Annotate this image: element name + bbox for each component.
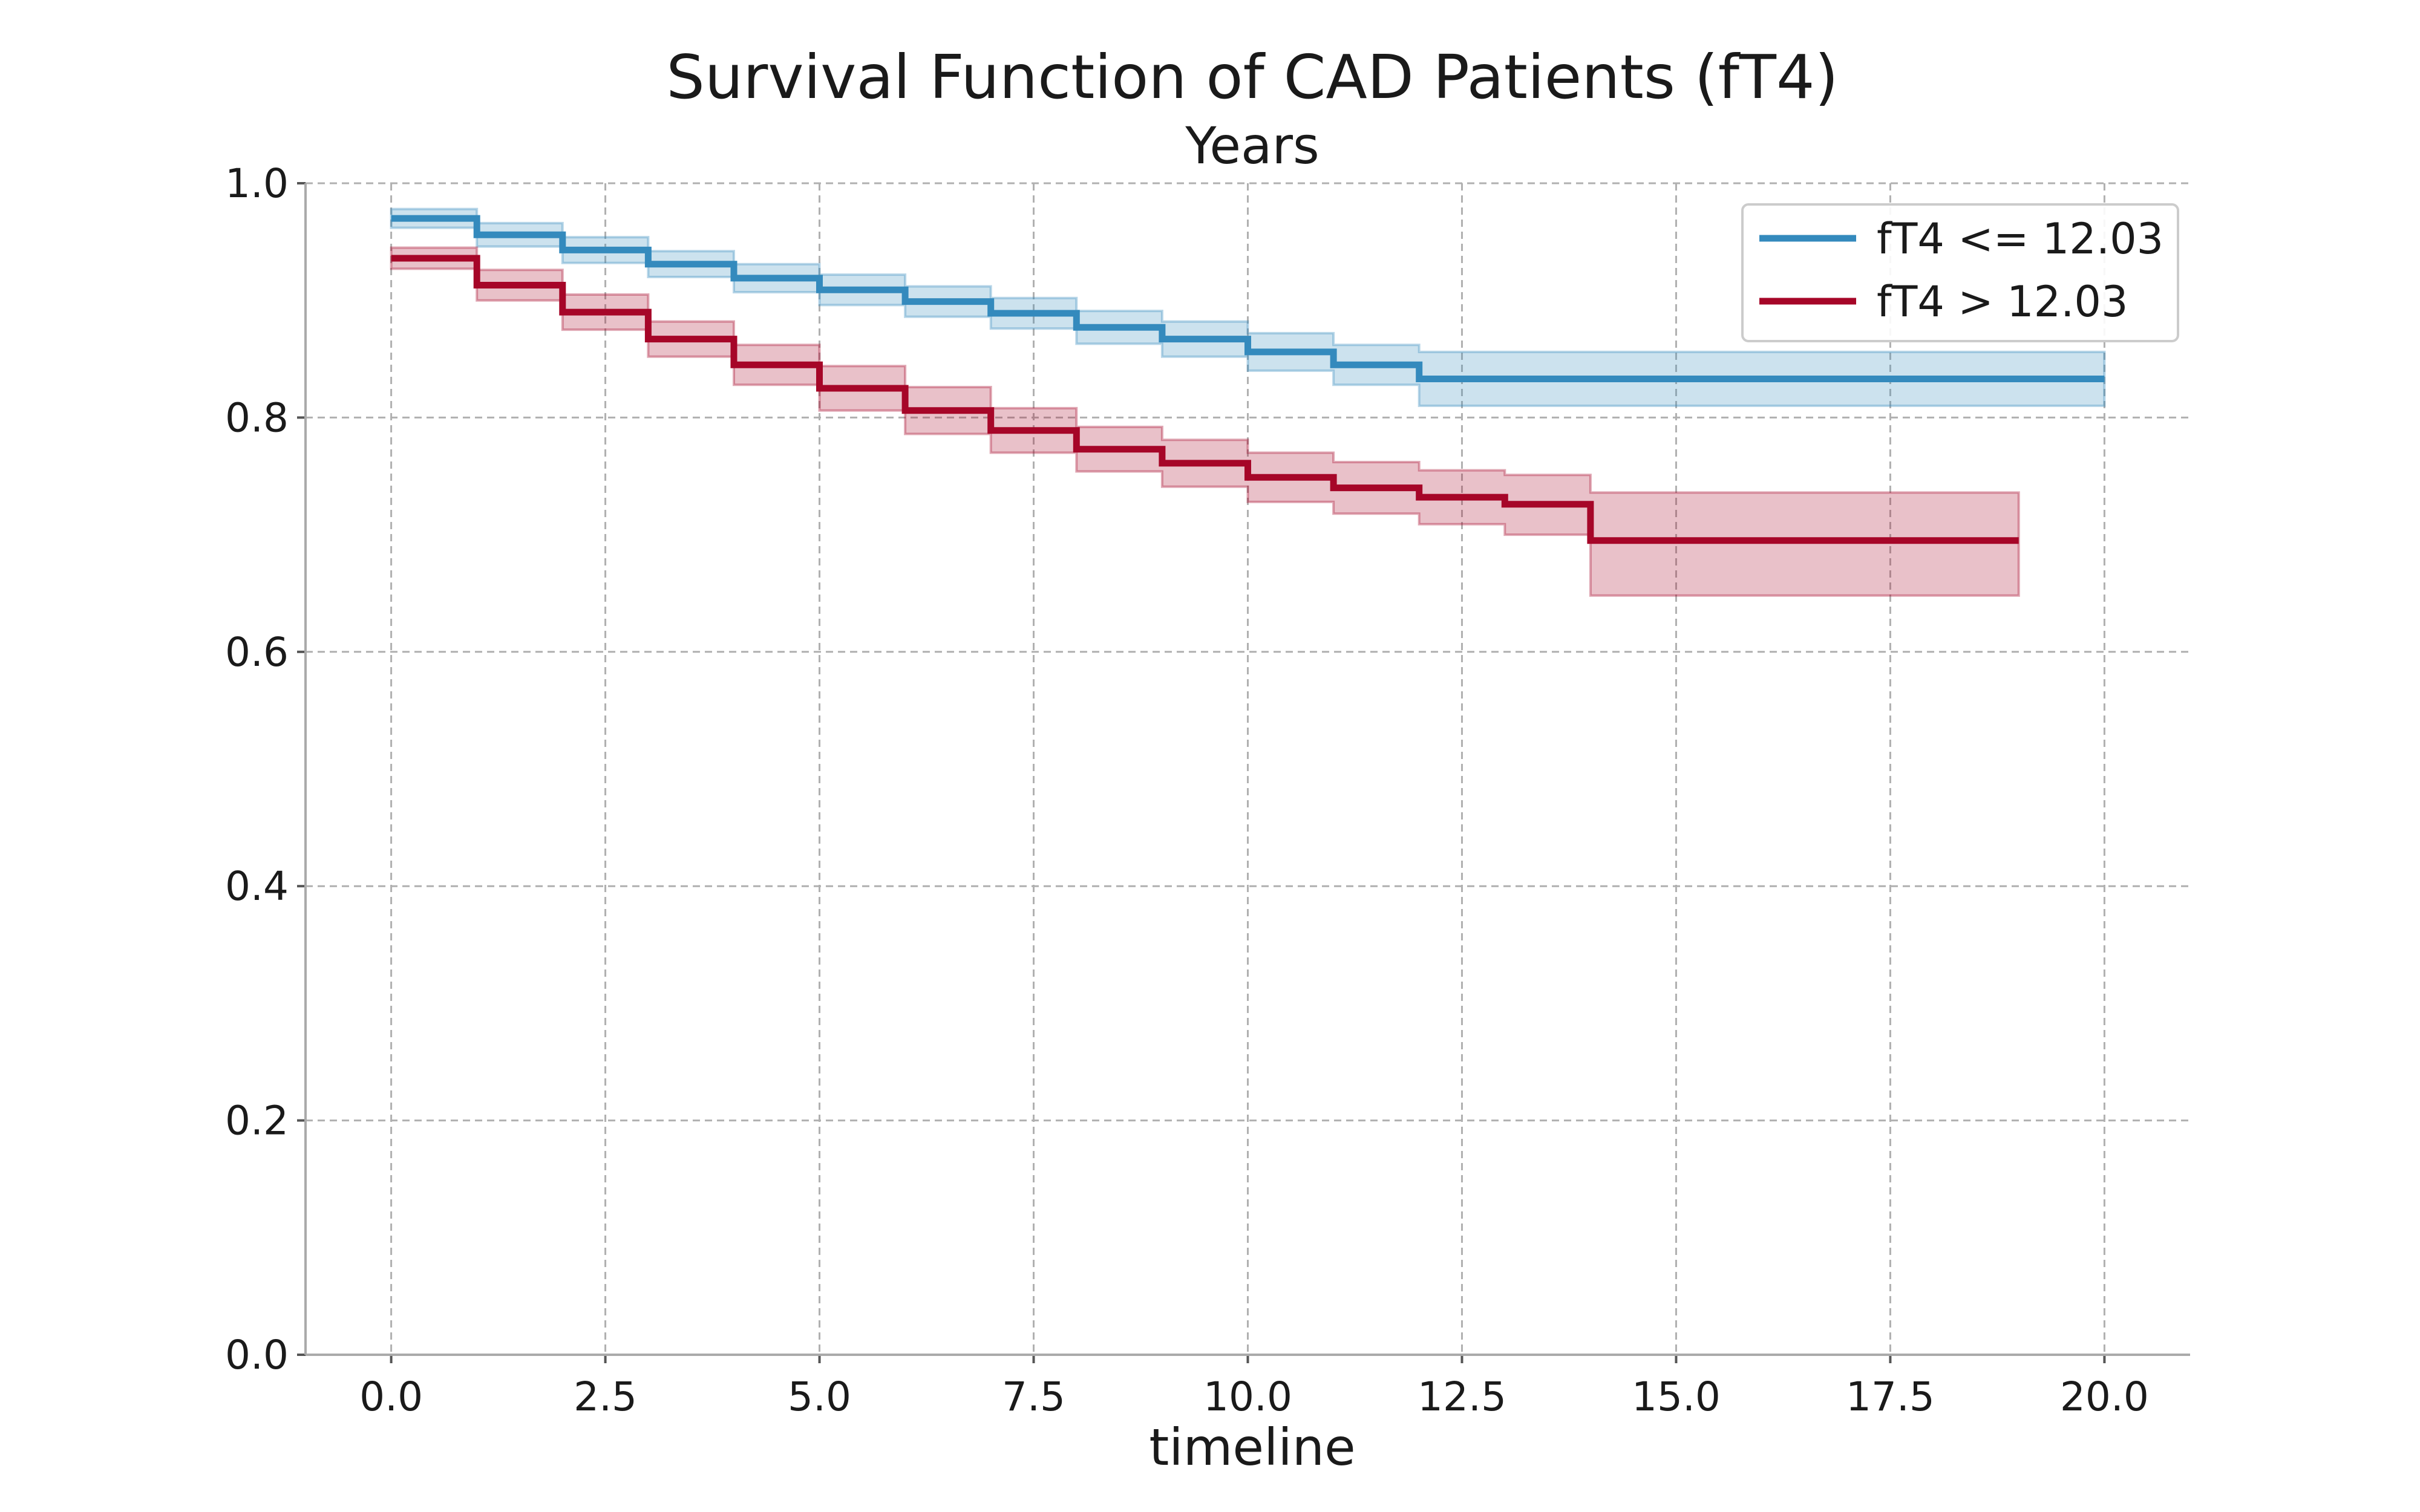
axes (297, 182, 2190, 1363)
chart-subtitle: Years (1185, 116, 1320, 175)
ci-band-low-ft4 (390, 207, 2106, 407)
tick-labels: 0.0 2.5 5.0 7.5 10.0 12.5 15.0 17.5 20.0 0.0 0.2 0.… (225, 160, 2149, 1420)
x-tick-label: 10.0 (1203, 1374, 1292, 1420)
x-tick-label: 5.0 (788, 1374, 851, 1420)
x-tick-label: 15.0 (1632, 1374, 1721, 1420)
legend-label-low-ft4: fT4 <= 12.03 (1877, 214, 2163, 264)
legend: fT4 <= 12.03 fT4 > 12.03 (1741, 203, 2179, 342)
x-tick-label: 12.5 (1418, 1374, 1506, 1420)
survival-line-high-ft4 (391, 255, 2019, 544)
x-tick-label: 20.0 (2060, 1374, 2149, 1420)
survival-lines (391, 215, 2105, 544)
chart-title: Survival Function of CAD Patients (fT4) (666, 42, 1838, 112)
x-tick-label: 17.5 (1846, 1374, 1935, 1420)
y-tick-label: 0.6 (225, 629, 289, 676)
x-tick-label: 2.5 (574, 1374, 637, 1420)
x-tick-label: 7.5 (1002, 1374, 1065, 1420)
y-tick-label: 1.0 (225, 160, 289, 207)
y-tick-label: 0.2 (225, 1098, 289, 1144)
y-tick-label: 0.4 (225, 863, 289, 910)
x-axis-label: timeline (1149, 1418, 1355, 1477)
y-tick-label: 0.0 (225, 1332, 289, 1378)
legend-label-high-ft4: fT4 > 12.03 (1877, 277, 2128, 327)
y-tick-label: 0.8 (225, 394, 289, 441)
x-tick-label: 0.0 (359, 1374, 423, 1420)
survival-line-low-ft4 (391, 215, 2105, 382)
